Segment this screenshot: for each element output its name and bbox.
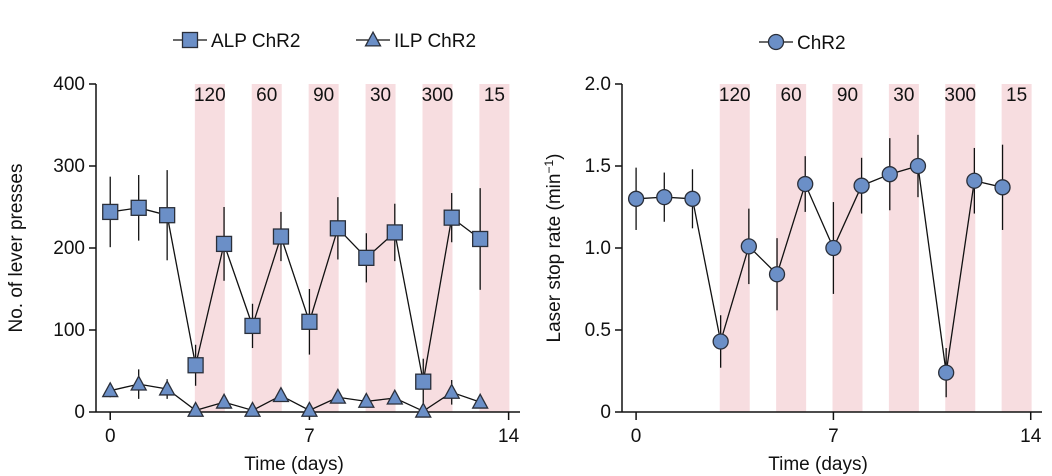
band-label: 15: [484, 85, 505, 106]
data-point-chr2: [712, 333, 729, 350]
data-point-ilp-chr2: [187, 401, 205, 417]
y-tick-label: 100: [53, 320, 85, 341]
data-point-ilp-chr2: [130, 374, 148, 391]
shaded-band: [1001, 84, 1032, 412]
legend-marker-ilp-chr2: [364, 30, 382, 47]
data-point-alp-chr2: [329, 220, 347, 237]
data-point-chr2: [684, 190, 701, 207]
x-tick-label: 7: [828, 426, 839, 447]
y-tick-label: 400: [53, 74, 85, 95]
data-point-ilp-chr2: [329, 388, 347, 404]
data-point-chr2: [825, 239, 842, 257]
data-point-ilp-chr2: [414, 401, 432, 418]
data-point-ilp-chr2: [215, 392, 233, 409]
data-point-ilp-chr2: [272, 386, 290, 403]
data-point-ilp-chr2: [158, 379, 176, 396]
legend-label: ILP ChR2: [394, 31, 476, 52]
band-label: 60: [781, 85, 802, 106]
data-point-ilp-chr2: [243, 401, 262, 417]
x-tick-label: 0: [105, 426, 116, 447]
series-line-alp-chr2: [110, 207, 481, 382]
band-label: 120: [719, 85, 751, 106]
data-point-alp-chr2: [358, 249, 375, 266]
data-point-alp-chr2: [386, 224, 403, 241]
legend-label: ChR2: [797, 33, 846, 54]
data-point-alp-chr2: [443, 209, 460, 226]
data-point-chr2: [966, 172, 983, 189]
data-point-chr2: [627, 190, 645, 207]
shaded-band: [945, 84, 976, 412]
shaded-band: [888, 84, 919, 412]
y-tick-label: 1.0: [585, 238, 611, 259]
data-point-alp-chr2: [102, 203, 119, 221]
x-axis-title: Time (days): [244, 454, 344, 475]
x-tick-label: 7: [304, 426, 315, 447]
shaded-band: [308, 84, 339, 412]
data-point-alp-chr2: [301, 313, 318, 330]
y-tick-label: 2.0: [585, 74, 611, 95]
legend-marker-alp-chr2: [181, 31, 199, 49]
band-label: 15: [1006, 85, 1027, 106]
data-point-alp-chr2: [272, 228, 290, 245]
y-tick-label: 300: [53, 156, 85, 177]
data-point-chr2: [881, 166, 898, 183]
x-tick-label: 0: [631, 426, 642, 447]
shaded-band: [776, 84, 807, 412]
left-panel-lever-presses: 120 60 90 30 300 15 0 100 200 300 400 0 7 14 Time (day…: [6, 30, 520, 475]
data-point-alp-chr2: [215, 235, 233, 253]
data-point-ilp-chr2: [300, 401, 319, 417]
y-tick-label: 1.5: [585, 156, 611, 177]
legend-label: ALP ChR2: [211, 31, 300, 52]
data-point-alp-chr2: [187, 357, 204, 374]
right-panel-laser-stop-rate: 120 60 90 30 300 15 0 0.5 1.0 1.5 2.0 0 7 14 Time (day…: [542, 33, 1042, 475]
band-label: 60: [256, 85, 277, 106]
band-label: 120: [194, 85, 226, 106]
x-axis-title: Time (days): [768, 454, 868, 475]
band-label: 30: [370, 85, 391, 106]
band-label: 300: [944, 85, 976, 106]
band-label: 90: [313, 85, 334, 106]
data-point-ilp-chr2: [386, 388, 404, 405]
x-tick-label: 14: [498, 426, 520, 447]
data-point-chr2: [909, 157, 927, 175]
y-tick-label: 200: [53, 238, 85, 259]
legend-marker-chr2: [767, 33, 785, 51]
data-point-ilp-chr2: [443, 383, 461, 399]
data-point-alp-chr2: [244, 317, 261, 335]
data-point-alp-chr2: [158, 207, 176, 224]
y-axis-title: Laser stop rate (min−1): [542, 154, 565, 343]
y-tick-label: 0: [74, 402, 85, 423]
data-point-ilp-chr2: [471, 392, 489, 409]
shaded-band: [479, 84, 510, 412]
data-point-chr2: [994, 179, 1011, 196]
band-label: 90: [837, 85, 858, 106]
data-point-ilp-chr2: [101, 381, 119, 398]
y-axis-title: No. of lever presses: [6, 164, 27, 333]
x-tick-label: 14: [1020, 426, 1042, 447]
data-point-ilp-chr2: [357, 392, 375, 408]
data-point-chr2: [740, 238, 757, 255]
data-point-chr2: [853, 177, 870, 194]
data-point-chr2: [938, 364, 955, 381]
data-point-alp-chr2: [130, 199, 147, 216]
series-line-chr2: [636, 165, 1003, 373]
data-point-chr2: [656, 189, 673, 206]
shaded-band: [365, 84, 396, 412]
data-point-alp-chr2: [472, 230, 489, 248]
data-point-chr2: [797, 175, 814, 193]
y-tick-label: 0.5: [585, 320, 611, 341]
y-tick-label: 0: [600, 402, 611, 423]
data-point-chr2: [768, 266, 786, 283]
data-point-alp-chr2: [415, 373, 432, 390]
band-label: 30: [893, 85, 914, 106]
band-label: 300: [422, 85, 454, 106]
